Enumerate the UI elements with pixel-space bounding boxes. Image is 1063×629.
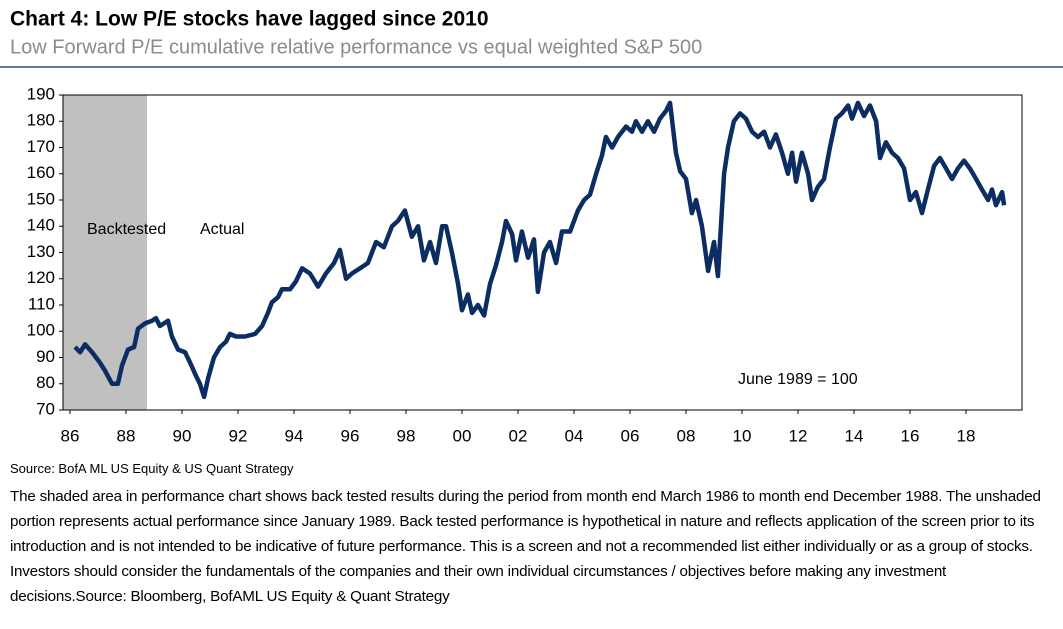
x-tick-label: 10 [733, 426, 752, 445]
y-tick-label: 150 [27, 189, 55, 208]
x-tick-label: 12 [789, 426, 808, 445]
x-tick-label: 02 [509, 426, 528, 445]
x-tick-label: 94 [285, 426, 304, 445]
x-tick-label: 96 [341, 426, 360, 445]
x-tick-label: 06 [621, 426, 640, 445]
y-tick-label: 80 [36, 373, 55, 392]
y-tick-label: 190 [27, 84, 55, 103]
note: The shaded area in performance chart sho… [10, 488, 1041, 605]
annotation: June 1989 = 100 [738, 371, 858, 388]
chart-subtitle: Low Forward P/E cumulative relative perf… [10, 36, 702, 58]
y-tick-label: 160 [27, 163, 55, 182]
x-tick-label: 92 [229, 426, 248, 445]
x-tick-label: 14 [845, 426, 864, 445]
x-tick-label: 08 [677, 426, 696, 445]
y-tick-label: 140 [27, 216, 55, 235]
y-tick-label: 110 [28, 294, 55, 313]
annotation: Backtested [87, 221, 166, 238]
x-tick-label: 88 [117, 426, 136, 445]
source: Source: BofA ML US Equity & US Quant Str… [10, 461, 294, 476]
x-tick-label: 16 [901, 426, 920, 445]
x-tick-label: 00 [453, 426, 472, 445]
y-tick-label: 120 [27, 268, 55, 287]
x-tick-label: 98 [397, 426, 416, 445]
y-tick-label: 170 [27, 137, 55, 156]
x-tick-label: 18 [957, 426, 976, 445]
annotation: Actual [200, 221, 244, 238]
chart: Chart 4: Low P/E stocks have lagged sinc… [0, 8, 1063, 445]
chart-title: Chart 4: Low P/E stocks have lagged sinc… [10, 8, 489, 31]
y-tick-label: 130 [27, 242, 55, 261]
y-tick-label: 100 [27, 321, 55, 340]
y-tick-label: 90 [36, 347, 55, 366]
y-tick-label: 180 [27, 111, 55, 130]
backtest-shade [63, 95, 147, 410]
x-tick-label: 86 [61, 426, 80, 445]
y-tick-label: 70 [36, 399, 55, 418]
x-tick-label: 04 [565, 426, 584, 445]
performance-line [73, 100, 1007, 400]
x-tick-label: 90 [173, 426, 192, 445]
